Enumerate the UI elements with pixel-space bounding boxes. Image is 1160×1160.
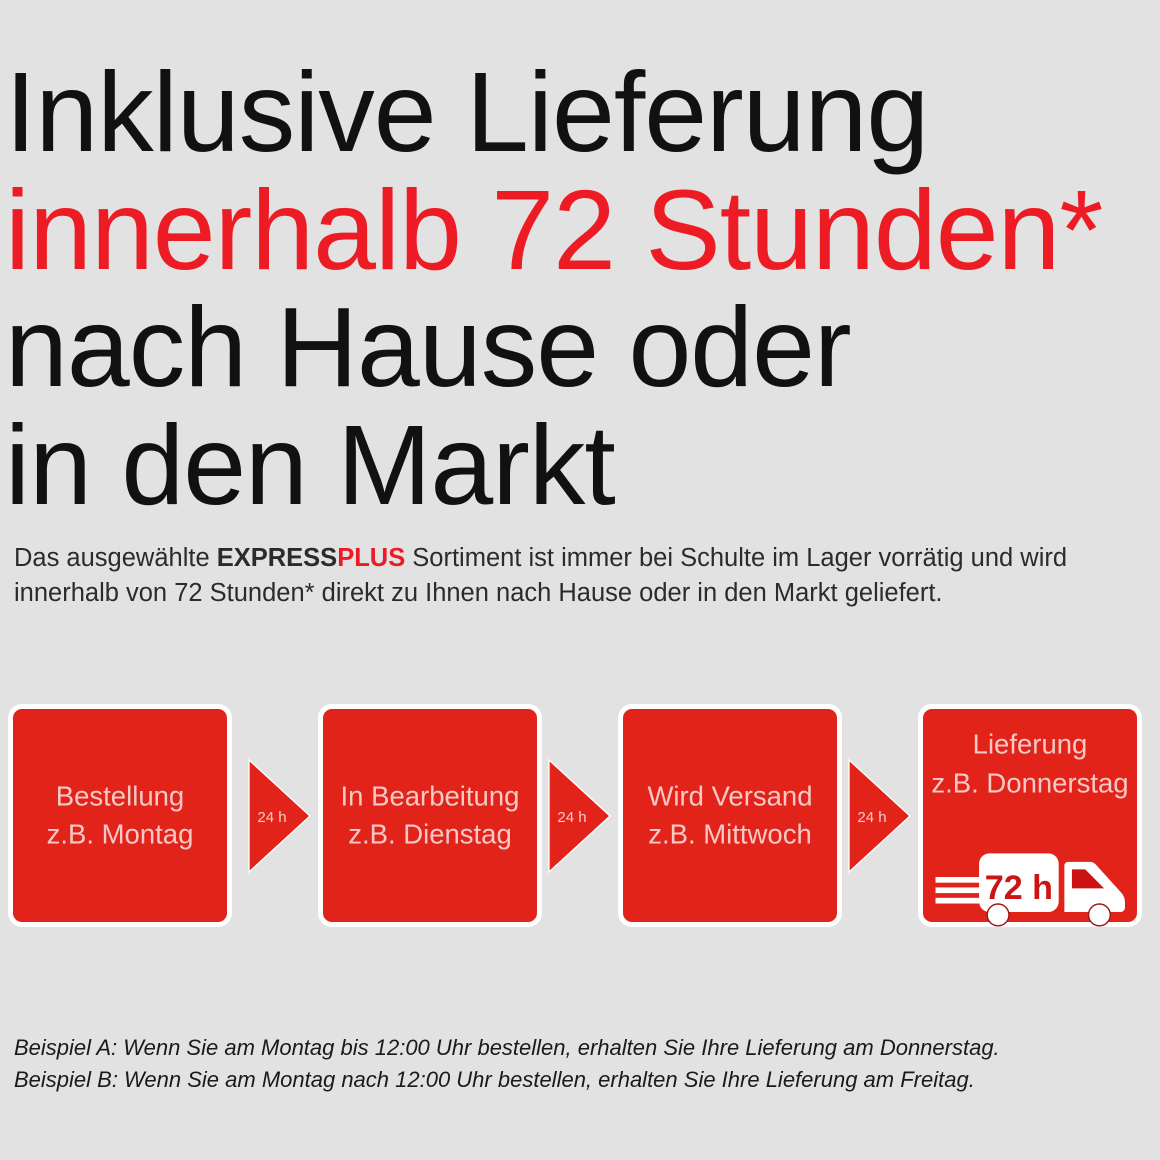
svg-text:24 h: 24 h [557, 809, 586, 826]
svg-text:24 h: 24 h [257, 809, 286, 826]
svg-text:72 h: 72 h [985, 869, 1053, 907]
svg-text:24 h: 24 h [857, 809, 886, 826]
